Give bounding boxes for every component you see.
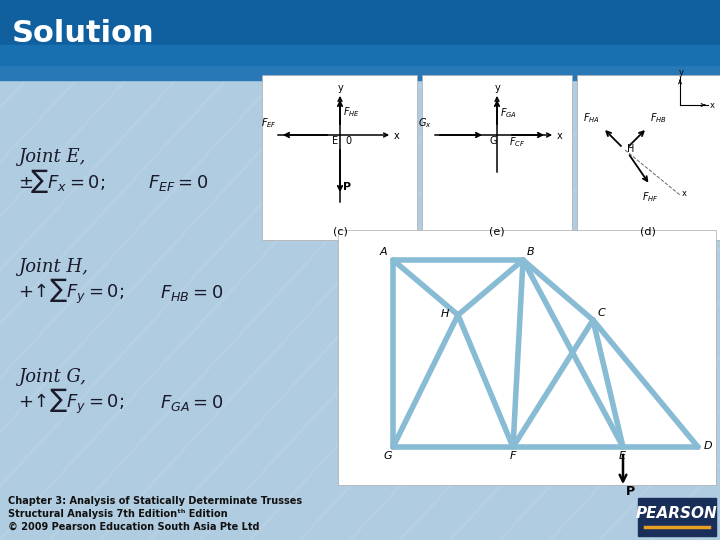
Text: Structural Analysis 7th Editionᵗʰ Edition: Structural Analysis 7th Editionᵗʰ Editio… — [8, 509, 228, 519]
Text: $\pm\!\sum F_x = 0;$: $\pm\!\sum F_x = 0;$ — [18, 167, 105, 195]
Text: $+\!\uparrow\!\sum F_y = 0;$: $+\!\uparrow\!\sum F_y = 0;$ — [18, 277, 125, 306]
Bar — [338, 230, 716, 485]
Text: $G_x$: $G_x$ — [418, 116, 432, 130]
Text: (d): (d) — [640, 226, 656, 236]
Text: x: x — [710, 102, 715, 111]
Text: (c): (c) — [333, 226, 348, 236]
Text: $F_{HA}$: $F_{HA}$ — [583, 111, 600, 125]
Text: $F_{CF}$: $F_{CF}$ — [509, 135, 526, 149]
Text: $F_{HB}$: $F_{HB}$ — [650, 111, 667, 125]
Text: Joint E,: Joint E, — [18, 148, 86, 166]
Text: $A$: $A$ — [379, 245, 388, 257]
Text: $C$: $C$ — [597, 306, 607, 318]
Text: $G$: $G$ — [383, 449, 393, 461]
Text: $F_{HE}$: $F_{HE}$ — [343, 105, 360, 119]
Text: y: y — [338, 83, 344, 93]
Text: G: G — [490, 136, 497, 146]
Text: $F$: $F$ — [509, 449, 517, 461]
Text: PEARSON: PEARSON — [636, 507, 718, 522]
Text: Joint H,: Joint H, — [18, 258, 88, 276]
Text: $H$: $H$ — [440, 307, 450, 319]
Text: © 2009 Pearson Education South Asia Pte Ltd: © 2009 Pearson Education South Asia Pte … — [8, 522, 259, 532]
Text: x: x — [682, 189, 687, 198]
Text: $E$: $E$ — [618, 449, 628, 461]
Bar — [0, 45, 720, 65]
Text: $F_{HF}$: $F_{HF}$ — [642, 190, 658, 204]
Text: x: x — [557, 131, 563, 141]
Bar — [577, 75, 720, 240]
Text: 0: 0 — [345, 136, 351, 146]
Text: $F_{EF}$: $F_{EF}$ — [261, 116, 277, 130]
Text: $D$: $D$ — [703, 439, 713, 451]
Text: E: E — [332, 136, 338, 146]
Text: P: P — [626, 485, 635, 498]
Text: P: P — [343, 182, 351, 192]
Bar — [262, 75, 417, 240]
Text: Joint G,: Joint G, — [18, 368, 86, 386]
Text: y: y — [678, 68, 683, 77]
Text: (e): (e) — [489, 226, 505, 236]
Text: Solution: Solution — [12, 19, 155, 48]
Bar — [422, 75, 572, 240]
Text: H: H — [627, 144, 634, 154]
Bar — [0, 50, 720, 80]
Text: $F_{GA} = 0$: $F_{GA} = 0$ — [160, 393, 223, 413]
Bar — [0, 0, 720, 50]
Text: $F_{HB} = 0$: $F_{HB} = 0$ — [160, 283, 223, 303]
Text: $B$: $B$ — [526, 245, 535, 257]
Text: y: y — [495, 83, 501, 93]
Text: $F_{GA}$: $F_{GA}$ — [500, 106, 517, 120]
Text: $F_{EF} = 0$: $F_{EF} = 0$ — [148, 173, 208, 193]
Bar — [638, 498, 716, 536]
Text: $+\!\uparrow\!\sum F_y = 0;$: $+\!\uparrow\!\sum F_y = 0;$ — [18, 387, 125, 416]
Text: x: x — [394, 131, 400, 141]
Text: Chapter 3: Analysis of Statically Determinate Trusses: Chapter 3: Analysis of Statically Determ… — [8, 496, 302, 506]
